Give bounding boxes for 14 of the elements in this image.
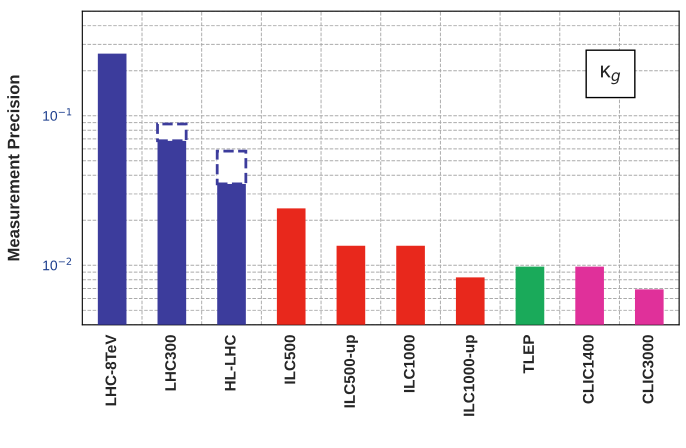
annotation: κ$_{g}$ xyxy=(601,66,620,84)
y-tick-label: 10$^{−1}$ xyxy=(43,108,72,121)
x-tick-label: LHC300 xyxy=(165,335,176,390)
x-tick-label: ILC1000 xyxy=(404,335,415,392)
x-tick-label: TLEP xyxy=(523,335,534,374)
y-tick-label: 10$^{−2}$ xyxy=(43,258,72,270)
x-tick-label: LHC-8TeV xyxy=(105,334,116,406)
x-tick-label: ILC500-up xyxy=(344,335,358,408)
x-tick-label: CLIC1400 xyxy=(582,335,594,404)
x-tick-label: ILC1000-up xyxy=(464,335,478,416)
x-tick-label: ILC500 xyxy=(284,335,296,384)
x-tick-label: HL-LHC xyxy=(224,334,236,390)
x-tick-label: CLIC3000 xyxy=(642,335,654,404)
y-axis-title: Measurement Precision xyxy=(7,75,20,260)
